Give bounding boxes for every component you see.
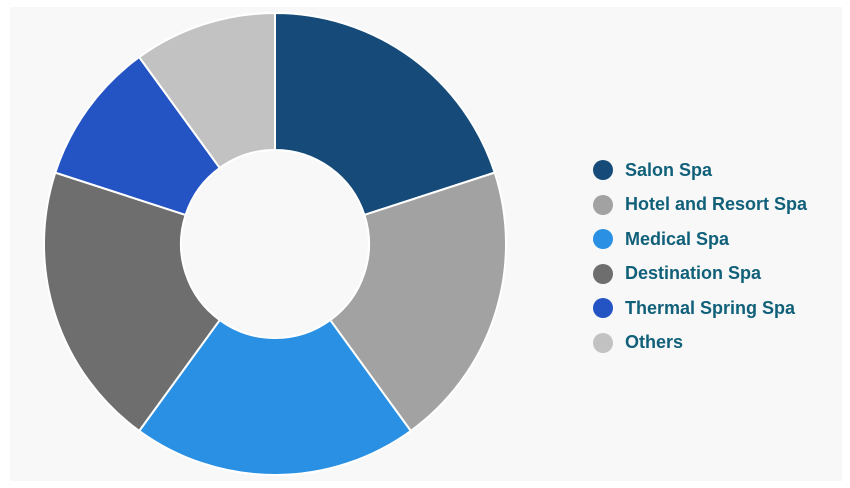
chart-frame: Salon Spa Hotel and Resort Spa Medical S… xyxy=(10,7,842,481)
legend-item: Others xyxy=(593,326,807,361)
donut-chart xyxy=(43,12,507,476)
legend-item: Destination Spa xyxy=(593,257,807,292)
donut-slice-hotel-and-resort-spa xyxy=(329,171,507,432)
legend-label: Thermal Spring Spa xyxy=(625,297,796,318)
legend-label: Destination Spa xyxy=(625,263,762,284)
legend-item: Thermal Spring Spa xyxy=(593,291,807,326)
donut-slice-destination-spa xyxy=(43,171,221,432)
legend-swatch xyxy=(593,298,613,319)
legend: Salon Spa Hotel and Resort Spa Medical S… xyxy=(593,153,807,360)
legend-item: Medical Spa xyxy=(593,222,807,257)
donut-slice-medical-spa xyxy=(138,319,412,476)
legend-swatch xyxy=(593,194,613,215)
donut-slice-others xyxy=(138,12,276,169)
legend-swatch xyxy=(593,229,613,250)
legend-label: Medical Spa xyxy=(625,228,730,249)
legend-label: Others xyxy=(625,332,684,353)
legend-label: Hotel and Resort Spa xyxy=(625,194,808,215)
legend-swatch xyxy=(593,263,613,284)
legend-swatch xyxy=(593,332,613,353)
legend-label: Salon Spa xyxy=(625,159,713,180)
legend-swatch xyxy=(593,160,613,181)
legend-item: Hotel and Resort Spa xyxy=(593,188,807,223)
legend-item: Salon Spa xyxy=(593,153,807,188)
donut-slice-salon-spa xyxy=(274,12,496,216)
